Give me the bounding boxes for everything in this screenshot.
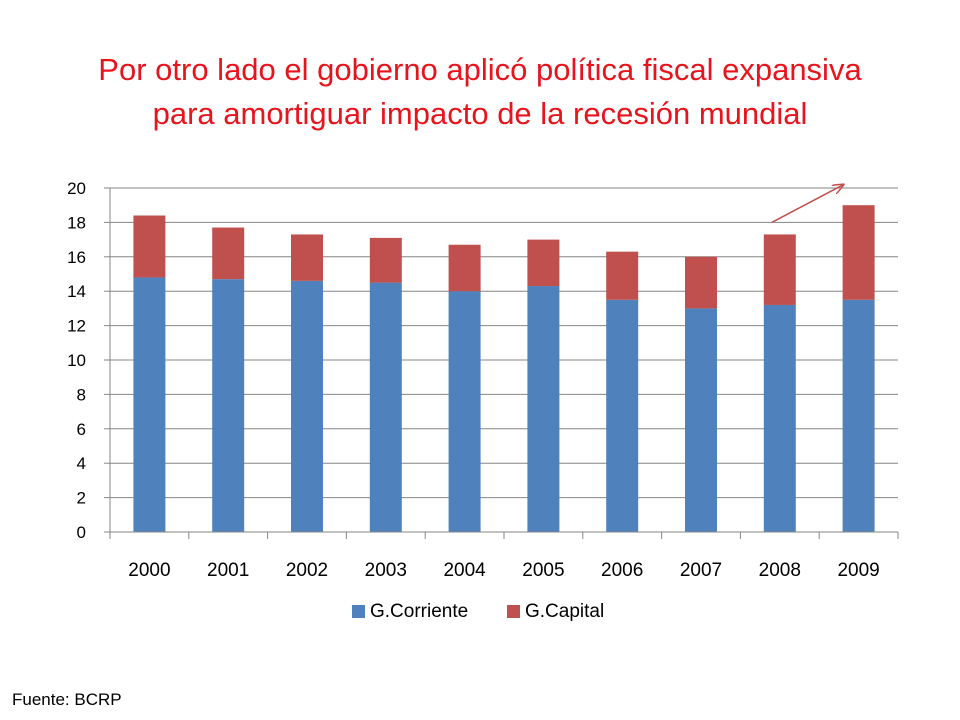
slide-title: Por otro lado el gobierno aplicó polític… (0, 48, 960, 136)
bar-g-corriente-2008 (763, 304, 796, 532)
bar-g-corriente-2009 (842, 299, 875, 532)
bar-g-corriente-2007 (685, 308, 717, 532)
y-tick-label: 14 (67, 282, 86, 301)
bar-g-capital-2007 (685, 256, 717, 309)
source-note: Fuente: BCRP (12, 690, 122, 709)
bar-g-capital-2008 (763, 234, 796, 305)
bar-g-corriente-2003 (369, 282, 402, 532)
bar-g-capital-2004 (448, 244, 481, 292)
y-tick-label: 10 (67, 351, 86, 370)
y-tick-label: 12 (67, 317, 86, 336)
y-tick-label: 4 (77, 454, 86, 473)
bar-g-corriente-2000 (133, 277, 166, 532)
bar-g-capital-2006 (606, 251, 639, 300)
bar-g-capital-2002 (291, 234, 323, 281)
y-tick-label: 20 (67, 179, 86, 198)
y-tick-label: 2 (77, 489, 86, 508)
x-tick-label: 2001 (207, 560, 249, 581)
x-tick-label: 2000 (128, 560, 170, 581)
x-tick-label: 2005 (522, 560, 564, 581)
y-tick-label: 8 (77, 385, 86, 404)
y-tick-label: 16 (67, 248, 86, 267)
title-line-2: para amortiguar impacto de la recesión m… (152, 96, 808, 131)
x-tick-label: 2006 (601, 560, 643, 581)
x-tick-label: 2008 (759, 560, 801, 581)
x-tick-label: 2007 (680, 560, 722, 581)
legend-label: G.Capital (525, 601, 604, 622)
bar-g-corriente-2006 (606, 299, 639, 532)
bar-g-capital-2003 (369, 237, 402, 283)
y-tick-label: 18 (67, 213, 86, 232)
x-tick-label: 2004 (443, 560, 486, 581)
trend-arrow (771, 185, 844, 224)
legend-label: G.Corriente (370, 601, 468, 622)
x-tick-label: 2003 (365, 560, 407, 581)
x-tick-label: 2002 (286, 560, 328, 581)
bar-g-capital-2005 (527, 239, 560, 287)
x-tick-label: 2009 (837, 560, 879, 581)
legend-swatch (507, 605, 520, 618)
bar-g-corriente-2001 (212, 279, 245, 532)
bar-g-corriente-2002 (291, 280, 323, 532)
y-tick-label: 6 (77, 420, 86, 439)
bar-g-capital-2009 (842, 205, 875, 300)
title-line-1: Por otro lado el gobierno aplicó polític… (98, 52, 862, 87)
y-tick-label: 0 (77, 523, 86, 542)
bar-g-capital-2001 (212, 227, 245, 280)
bar-g-capital-2000 (133, 215, 166, 278)
legend-swatch (352, 605, 365, 618)
bar-g-corriente-2005 (527, 286, 560, 532)
bar-g-corriente-2004 (448, 291, 481, 532)
